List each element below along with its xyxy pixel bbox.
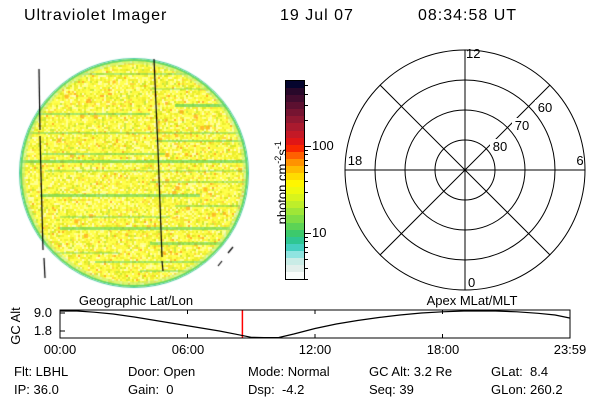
gcalt-curve [60,310,570,339]
colorbar-band [286,151,304,159]
uv-disk-image [18,57,250,289]
gcalt-ytick-9: 9.0 [33,305,52,320]
gcalt-xtick-label: 18:00 [426,342,460,357]
colorbar-band [286,95,304,103]
colorbar-axis-label: photon cm-2s-1 [273,141,290,225]
colorbar-tick [305,172,308,174]
colorbar-band [286,123,304,131]
colorbar-tick-label-10: 10 [312,225,327,240]
colorbar-tick [305,278,308,280]
status-field: Dsp: -4.2 [248,382,305,397]
colorbar-band [286,116,304,124]
polar-circle-60 [374,79,556,261]
colorbar-band [286,236,304,244]
colorbar-tick [305,241,308,243]
colorbar-tick [305,93,308,95]
label-mask [535,100,556,113]
gcalt-strip-chart [59,309,571,339]
colorbar-tick [305,146,311,147]
colorbar-band [286,201,304,209]
polar-mlt-label-12: 12 [466,46,480,61]
status-field: GC Alt: 3.2 Re [369,364,453,379]
colorbar-tick [305,104,308,106]
colorbar-band [286,215,304,223]
colorbar-tick [305,191,308,193]
polar-mlt-label-0: 0 [468,275,475,290]
gcalt-xtick-label: 06:00 [171,342,205,357]
colorbar-band [286,187,304,195]
polar-lat-label-80: 80 [493,139,507,154]
colorbar-tick [305,233,311,234]
apex-panel-title: Apex MLat/MLT [426,293,518,308]
colorbar-band [286,265,304,273]
app-title: Ultraviolet Imager [24,7,168,24]
timestamp-date: 19 Jul 07 [280,7,354,24]
colorbar-tick [305,165,308,167]
colorbar-tick [305,259,308,261]
colorbar-tick [305,180,308,182]
polar-circle-outer [344,49,586,291]
colorbar-tick [305,206,308,208]
gcalt-ytick-1.8: 1.8 [33,323,52,338]
colorbar-band [286,144,304,152]
gcalt-axis-ticks [60,310,443,338]
colorbar-tick [305,154,308,156]
colorbar-band [286,194,304,202]
colorbar-tick [305,267,308,269]
colorbar-tick [305,246,308,248]
status-field: Gain: 0 [128,382,174,397]
colorbar [285,80,305,280]
status-field: GLat: 8.4 [491,364,549,379]
colorbar-band [286,158,304,166]
geographic-panel-title: Geographic Lat/Lon [78,293,194,308]
polar-circle-70 [404,109,526,231]
colorbar-tick [305,150,308,151]
colorbar-band [286,208,304,216]
colorbar-band [286,272,304,280]
status-field: GLon: 260.2 [491,382,563,397]
colorbar-tick [305,252,308,254]
colorbar-tick-label-100: 100 [312,138,334,153]
colorbar-tick [305,119,308,121]
timestamp-time: 08:34:58 UT [418,7,518,24]
colorbar-tick [305,85,308,87]
polar-diagonal-se [379,84,551,256]
colorbar-band [286,81,304,89]
gcalt-plot-box [59,309,571,339]
status-field: Seq: 39 [369,382,414,397]
colorbar-band [286,88,304,96]
colorbar-tick [305,159,308,161]
colorbar-band [286,257,304,266]
status-field: IP: 36.0 [14,382,59,397]
status-field: Flt: LBHL [14,364,69,379]
polar-mlt-label-18: 18 [348,153,362,168]
colorbar-tick [305,237,308,238]
polar-circle-80 [434,139,496,201]
colorbar-band [286,130,304,138]
colorbar-band [286,222,304,230]
status-field: Mode: Normal [248,364,330,379]
label-mask [490,139,511,152]
gcalt-xtick-label: 00:00 [43,342,77,357]
polar-mlat-mlt-grid: 60 70 80 12 18 6 0 [344,46,586,291]
polar-lat-label-70: 70 [515,118,529,133]
gcalt-xtick-label: 12:00 [298,342,332,357]
colorbar-band [286,180,304,188]
colorbar-band [286,137,304,145]
polar-lat-label-60: 60 [538,100,552,115]
colorbar-band [286,109,304,117]
colorbar-band [286,229,304,237]
colorbar-band [286,173,304,181]
label-mask [512,118,533,131]
colorbar-band [286,243,304,251]
colorbar-band [286,165,304,174]
polar-mlt-label-6: 6 [576,153,583,168]
status-field: Door: Open [128,364,196,379]
gcalt-xtick-label: 23:59 [553,342,587,357]
colorbar-band [286,250,304,258]
colorbar-band [286,102,304,110]
